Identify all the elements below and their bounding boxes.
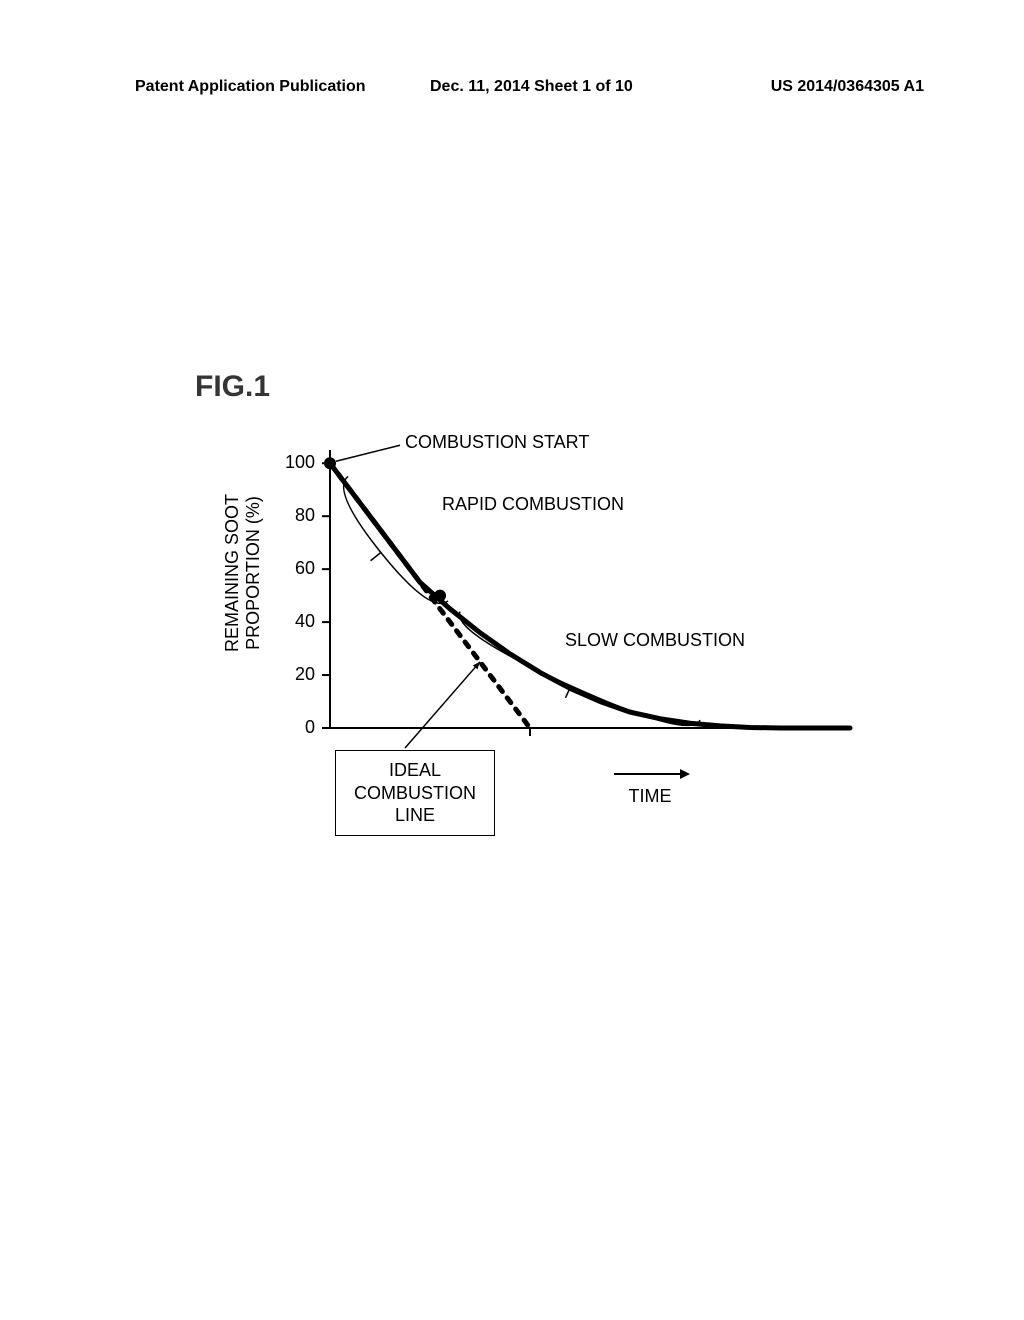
- header-center: Dec. 11, 2014 Sheet 1 of 10: [430, 78, 633, 96]
- y-axis-label-text: REMAINING SOOTPROPORTION (%): [222, 494, 263, 652]
- annotation-rapid-combustion: RAPID COMBUSTION: [442, 494, 624, 515]
- y-tick-label: 20: [275, 664, 315, 685]
- time-label: TIME: [629, 786, 672, 806]
- y-tick-label: 0: [275, 717, 315, 738]
- y-tick-label: 40: [275, 611, 315, 632]
- time-arrow-icon: [610, 767, 690, 781]
- ideal-combustion-box: IDEALCOMBUSTIONLINE: [335, 750, 495, 836]
- header-left: Patent Application Publication: [135, 78, 366, 96]
- figure-label: FIG.1: [195, 370, 270, 404]
- time-label-group: TIME: [610, 765, 690, 807]
- ideal-combustion-text: IDEALCOMBUSTIONLINE: [354, 760, 476, 825]
- y-tick-label: 80: [275, 505, 315, 526]
- annotation-slow-combustion: SLOW COMBUSTION: [565, 630, 745, 651]
- annotation-combustion-start: COMBUSTION START: [405, 432, 589, 453]
- y-tick-label: 100: [275, 452, 315, 473]
- y-axis-label: REMAINING SOOTPROPORTION (%): [222, 458, 263, 688]
- header-right: US 2014/0364305 A1: [771, 78, 924, 96]
- combustion-chart: REMAINING SOOTPROPORTION (%) 02040608010…: [230, 430, 870, 860]
- y-tick-label: 60: [275, 558, 315, 579]
